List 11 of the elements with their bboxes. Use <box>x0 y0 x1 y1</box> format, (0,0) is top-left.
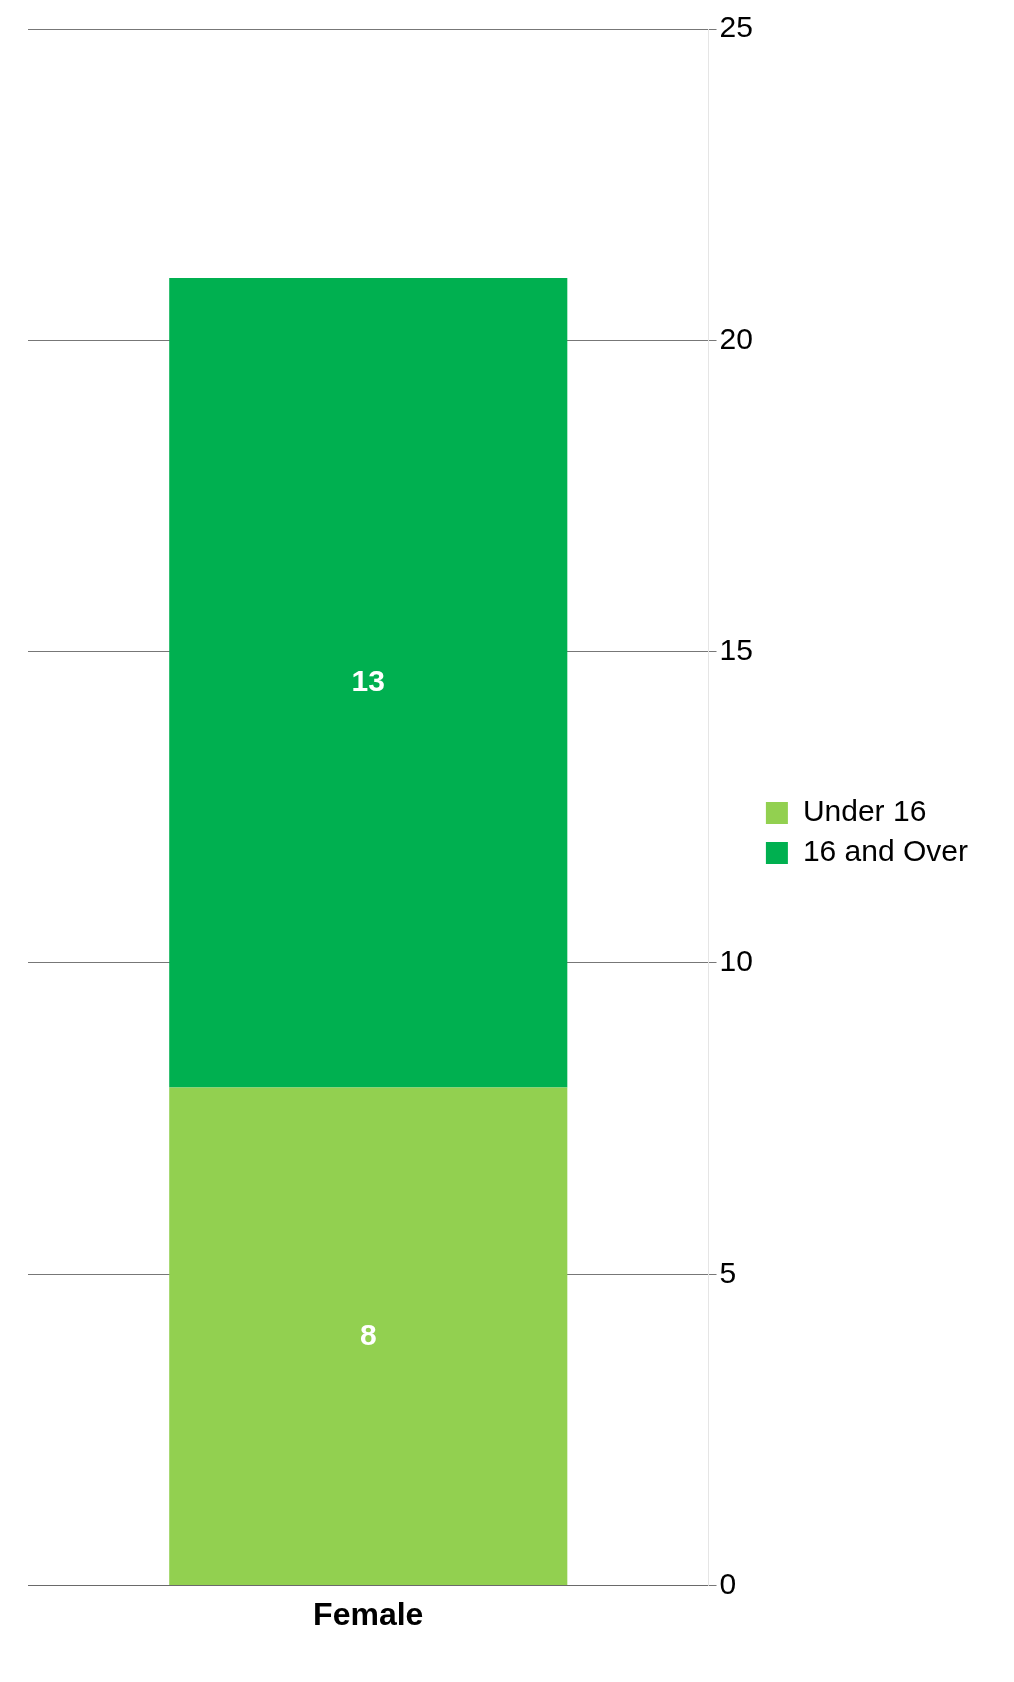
legend-label: Under 16 <box>802 794 927 828</box>
y-tick-label: 0 <box>719 1566 737 1600</box>
x-tick-label: Female <box>313 1595 424 1632</box>
legend-label: 16 and Over <box>802 834 969 868</box>
data-label: 8 <box>359 1317 377 1351</box>
y-tick-label: 15 <box>719 632 753 666</box>
y-tick-label: 20 <box>719 321 753 355</box>
data-label: 13 <box>351 664 385 698</box>
y-tick-label: 5 <box>719 1255 737 1289</box>
y-tick-label: 10 <box>719 944 753 978</box>
y-tick-label: 25 <box>719 10 753 44</box>
